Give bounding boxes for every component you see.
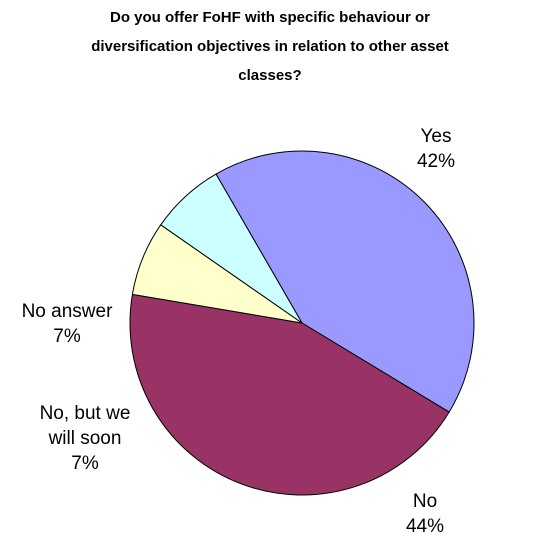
- slice-label-no-but-we-will-soon: No, but we will soon 7%: [40, 403, 131, 474]
- chart-title-line-2: diversification objectives in relation t…: [91, 38, 449, 55]
- slice-label-line: No answer: [22, 301, 113, 322]
- slice-label-line: 7%: [71, 453, 99, 474]
- slice-label-line: 44%: [406, 516, 444, 537]
- pie-slice-no: [129, 293, 450, 496]
- slice-label-line: Yes: [421, 126, 452, 147]
- slice-label-line: 42%: [417, 151, 455, 172]
- pie-slice-yes: [215, 150, 475, 413]
- pie-labels: Yes 42%No 44%No, but we will soon 7%No answe…: [22, 126, 456, 537]
- pie-slice-no-answer: [160, 173, 303, 324]
- chart-title: Do you offer FoHF with specific behaviou…: [91, 9, 449, 84]
- slice-label-yes: Yes 42%: [417, 126, 455, 172]
- pie-slices: [129, 150, 475, 496]
- chart-title-line-1: Do you offer FoHF with specific behaviou…: [110, 9, 430, 26]
- slice-label-no-answer: No answer 7%: [22, 301, 113, 347]
- slice-label-line: will soon: [48, 428, 122, 449]
- slice-label-no: No 44%: [406, 491, 444, 537]
- slice-label-line: 7%: [53, 326, 81, 347]
- chart-title-line-3: classes?: [238, 67, 301, 84]
- slice-label-line: No: [413, 491, 437, 512]
- slice-label-line: No, but we: [40, 403, 131, 424]
